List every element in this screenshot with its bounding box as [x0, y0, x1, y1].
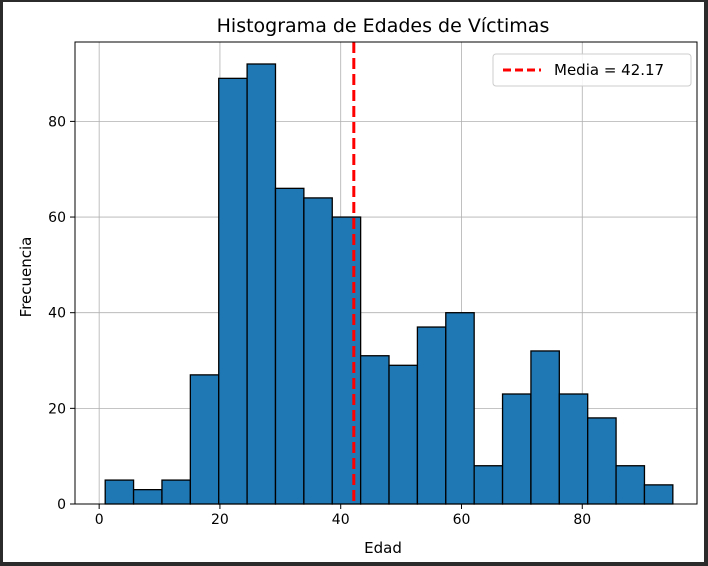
y-tick-label: 60 — [48, 210, 66, 226]
legend-box — [492, 53, 692, 87]
axes-frame — [74, 41, 698, 505]
x-tick-label: 80 — [573, 512, 591, 528]
x-tick-label: 0 — [95, 512, 104, 528]
histogram-bar — [104, 479, 135, 505]
histogram-bar — [445, 312, 475, 505]
x-tick-label: 40 — [332, 512, 350, 528]
histogram-bars — [104, 63, 674, 505]
histogram-bar — [388, 364, 419, 505]
histogram-bar — [218, 77, 248, 505]
y-tick-label: 0 — [57, 497, 66, 513]
histogram-bar — [161, 479, 191, 505]
tick-marks: 0 20 40 60 80 0 20 40 60 80 — [48, 114, 591, 528]
histogram-bar — [501, 393, 532, 505]
x-axis-label: Edad — [364, 539, 402, 557]
x-tick-label: 20 — [211, 512, 229, 528]
histogram-bar — [189, 374, 220, 505]
plot-frame — [74, 41, 698, 505]
histogram-bar — [530, 350, 560, 505]
y-tick-label: 20 — [48, 401, 66, 417]
y-tick-label: 80 — [48, 114, 66, 130]
legend: Media = 42.17 — [492, 53, 692, 87]
legend-mean-label: Media = 42.17 — [554, 61, 664, 79]
histogram-bar — [274, 187, 305, 505]
histogram-bar — [587, 417, 617, 505]
histogram-bar — [643, 484, 674, 505]
histogram-bar — [331, 216, 362, 505]
histogram-chart: Histograma de Edades de Víctimas Edad Fr… — [17, 15, 698, 557]
histogram-bar — [303, 197, 333, 505]
y-axis-label: Frecuencia — [17, 237, 35, 318]
histogram-bar — [416, 326, 447, 505]
histogram-bar — [558, 393, 589, 505]
y-tick-label: 40 — [48, 306, 66, 322]
histogram-bar — [246, 63, 277, 505]
chart-canvas: Histograma de Edades de Víctimas Edad Fr… — [3, 2, 704, 562]
histogram-bar — [359, 355, 390, 505]
histogram-bar — [615, 465, 646, 505]
histogram-bar — [473, 465, 504, 505]
x-tick-label: 60 — [453, 512, 471, 528]
chart-title: Histograma de Edades de Víctimas — [217, 15, 550, 37]
histogram-bar — [132, 489, 163, 505]
